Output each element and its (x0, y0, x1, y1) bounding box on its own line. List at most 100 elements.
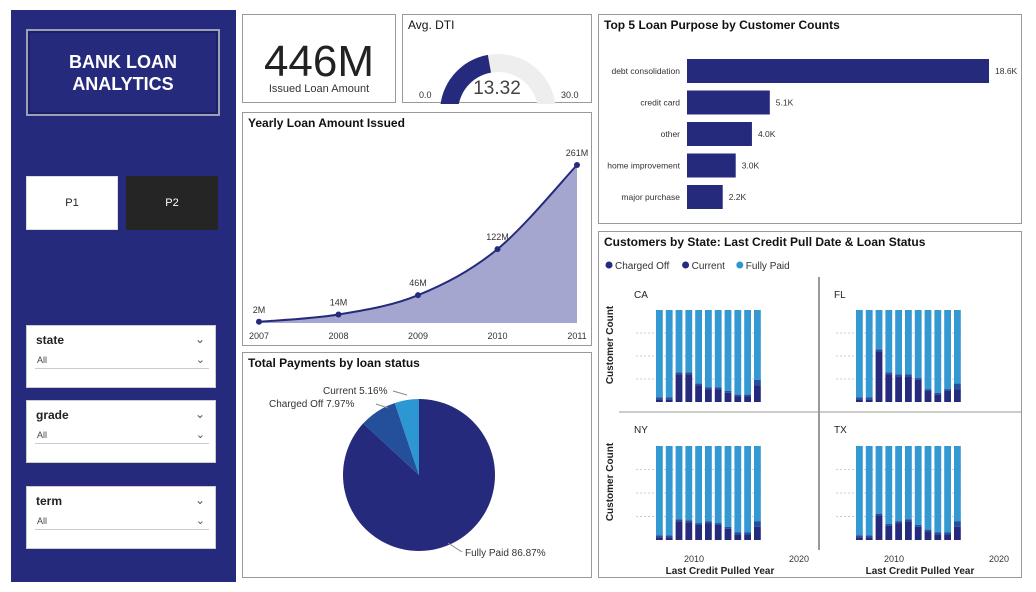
bar-fully-paid (924, 310, 932, 390)
bar-charged-off (856, 537, 863, 540)
data-point (574, 162, 580, 168)
bar-charged-off (695, 524, 702, 540)
bar-current (924, 389, 932, 391)
purpose-bar (687, 153, 736, 178)
bar-data-label: 3.0K (742, 161, 760, 171)
bar-current (875, 513, 883, 516)
purpose-bar-chart: debt consolidation 18.6K credit card 5.1K ot… (607, 59, 1018, 209)
chevron-down-icon[interactable]: ⌄ (194, 493, 205, 507)
term-dropdown[interactable]: All ⌄ (35, 512, 209, 530)
bar-fully-paid (705, 446, 712, 522)
bar-fully-paid (724, 446, 732, 527)
dti-max: 30.0 (561, 90, 579, 100)
bar-fully-paid (714, 446, 722, 524)
chevron-down-icon[interactable]: ⌄ (194, 407, 205, 421)
bar-current (885, 524, 893, 526)
bar-charged-off (924, 531, 932, 540)
bar-fully-paid (705, 310, 712, 388)
x-axis-label: Last Credit Pulled Year (866, 566, 975, 577)
y-axis-label: Customer Count (605, 442, 616, 521)
chevron-down-icon[interactable]: ⌄ (194, 332, 205, 346)
bar-charged-off (675, 374, 683, 402)
state-dropdown[interactable]: All ⌄ (35, 351, 209, 369)
bar-fully-paid (656, 310, 663, 398)
pie-label: Fully Paid 86.87% (465, 548, 546, 559)
gauge-fill (440, 54, 491, 104)
bar-fully-paid (934, 446, 942, 533)
pie-slice (363, 402, 419, 475)
bar-current (954, 521, 961, 527)
bar-charged-off (934, 394, 942, 402)
x-tick-label: 2007 (249, 331, 269, 341)
bar-current (665, 397, 673, 400)
bar-charged-off (914, 526, 922, 540)
bar-charged-off (905, 521, 912, 540)
bar-fully-paid (724, 310, 732, 391)
bar-charged-off (875, 351, 883, 402)
bar-charged-off (705, 389, 712, 402)
page-button-p1[interactable]: P1 (26, 176, 118, 230)
bar-charged-off (744, 396, 751, 402)
bar-fully-paid (744, 446, 751, 533)
category-label: home improvement (607, 161, 680, 171)
bar-charged-off (656, 537, 663, 540)
grade-slicer: grade ⌄ All ⌄ (26, 400, 216, 463)
bar-current (914, 524, 922, 527)
bar-current (675, 519, 683, 522)
bar-fully-paid (914, 446, 922, 525)
area-fill (259, 165, 577, 323)
bar-fully-paid (754, 446, 761, 522)
x-tick-label: 2010 (487, 331, 507, 341)
bar-charged-off (865, 537, 873, 540)
bar-fully-paid (895, 446, 902, 522)
data-label: 261M (566, 148, 589, 158)
app-title-line1: BANK LOAN (69, 51, 177, 72)
category-label: debt consolidation (611, 66, 680, 76)
bar-current (754, 521, 761, 527)
bar-current (744, 394, 751, 397)
bar-current (885, 372, 893, 375)
yearly-area-chart: 2M 2007 14M 2008 46M 2009 122M 2010 261M 2011 (249, 148, 589, 341)
grade-dropdown[interactable]: All ⌄ (35, 426, 209, 444)
bar-current (944, 532, 951, 535)
bar-charged-off (856, 399, 863, 402)
bar-charged-off (714, 524, 722, 540)
bar-data-label: 2.2K (729, 192, 747, 202)
legend-marker (682, 261, 690, 269)
bar-current (905, 519, 912, 522)
purpose-bar (687, 185, 723, 209)
bar-current (656, 397, 663, 400)
chevron-down-icon: ⌄ (195, 429, 205, 441)
bar-charged-off (724, 392, 732, 402)
bar-current (905, 374, 912, 377)
payments-chart-title: Total Payments by loan status (248, 356, 420, 370)
bar-current (734, 532, 742, 535)
bar-current (954, 383, 961, 390)
state-slicer-label: state (36, 333, 65, 347)
bar-current (856, 397, 863, 400)
term-dropdown-value: All (37, 516, 48, 526)
bar-current (754, 379, 761, 386)
legend-label: Fully Paid (746, 261, 790, 272)
bar-fully-paid (914, 310, 922, 379)
bar-charged-off (675, 521, 683, 540)
purpose-bar (687, 90, 770, 115)
panel-state-label: TX (834, 425, 847, 436)
page-button-p2[interactable]: P2 (126, 176, 218, 230)
bar-current (934, 532, 942, 535)
legend-marker (736, 261, 744, 269)
bar-charged-off (734, 534, 742, 540)
state-slicer: state ⌄ All ⌄ (26, 325, 216, 388)
panel-state-label: FL (834, 290, 846, 301)
bar-current (914, 378, 922, 380)
bar-charged-off (954, 526, 961, 540)
bar-fully-paid (675, 446, 683, 520)
bar-charged-off (665, 399, 673, 402)
bar-fully-paid (685, 446, 693, 521)
bar-charged-off (914, 379, 922, 402)
bar-fully-paid (656, 446, 663, 536)
leader-line (447, 542, 463, 553)
bar-charged-off (885, 374, 893, 402)
bar-charged-off (885, 525, 893, 540)
bar-charged-off (734, 396, 742, 402)
